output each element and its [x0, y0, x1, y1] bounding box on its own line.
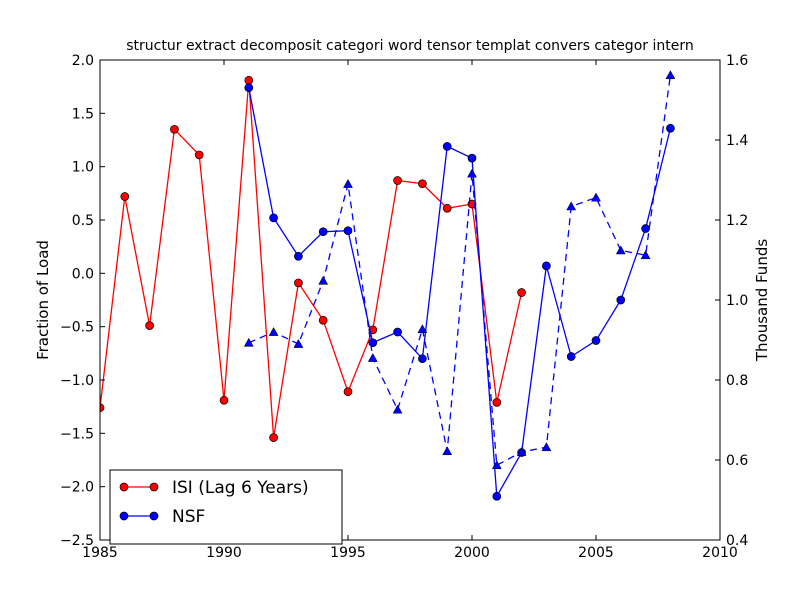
series-1-point [666, 123, 675, 133]
series-0-point [517, 288, 526, 297]
series-0-point [343, 387, 353, 397]
series-2-point [591, 192, 601, 202]
series-0-line [100, 80, 523, 438]
y2-tick-label: 1.4 [726, 133, 748, 149]
series-1-point [418, 354, 427, 364]
series-2-point [318, 275, 329, 285]
series-1-point [269, 213, 278, 223]
y2-tick-label: 1.0 [726, 293, 748, 309]
series-0-point [194, 150, 204, 160]
series-1-point [542, 261, 551, 271]
y2-axis-label: Thousand Funds [753, 239, 771, 362]
y-tick-label: −1.0 [60, 373, 94, 389]
y-tick-label: −1.5 [60, 426, 94, 442]
series-2-point [491, 460, 502, 470]
plot-layer: 1985 1990 1995 2000 2005 2010 −2.5 −2.0 −1.5 −1.0… [60, 53, 748, 561]
series-0-point [244, 75, 254, 85]
series-0-point [219, 395, 229, 405]
series-0-point [294, 278, 303, 288]
series-1-line [248, 87, 672, 499]
series-1-point [566, 352, 576, 361]
series-0-point [120, 192, 130, 201]
x-tick-label: 1990 [206, 545, 242, 561]
y-tick-label: 0.5 [72, 213, 94, 229]
series-1-point [343, 226, 353, 236]
legend-marker [119, 511, 129, 521]
y2-tick-label: 0.4 [726, 533, 748, 549]
series-2-line [248, 75, 672, 467]
x-tick-label: 1995 [330, 545, 366, 561]
series-1-point [318, 227, 328, 237]
series-1-point [492, 491, 502, 501]
y2-tick-label: 0.6 [726, 453, 748, 469]
x-tick-label: 1985 [82, 545, 118, 561]
series-2-point [541, 442, 552, 452]
series-2-point [467, 168, 477, 178]
series-1-point [616, 295, 626, 305]
y-tick-label: −2.0 [60, 480, 94, 496]
series-2-point [615, 245, 626, 255]
series-2-point [343, 178, 353, 188]
series-0-point [318, 315, 328, 325]
series-1-point [591, 336, 601, 345]
legend-label: ISI (Lag 6 Years) [172, 478, 309, 498]
series-2-point [442, 446, 453, 456]
y2-tick-label: 1.2 [726, 213, 748, 229]
series-1-point [641, 224, 650, 233]
series-0-point [145, 321, 154, 330]
y2-tick-label: 0.8 [726, 373, 748, 389]
x-tick-label: 2005 [578, 545, 614, 561]
legend-marker [149, 482, 159, 492]
y-tick-label: 0.0 [72, 266, 94, 282]
series-1-point [368, 338, 378, 348]
series-0-point [442, 203, 452, 213]
legend-marker [119, 482, 129, 492]
x-tick-label: 2010 [702, 545, 738, 561]
series-1-point [294, 251, 303, 261]
series-2-point [367, 352, 378, 362]
y-tick-label: 1.0 [72, 160, 94, 176]
series-2-point [566, 201, 577, 211]
legend-marker [149, 511, 159, 521]
y-axis-label: Fraction of Load [34, 240, 52, 360]
plot-frame [99, 59, 721, 541]
series-2-point [516, 446, 527, 456]
series-1-point [442, 142, 452, 151]
series-2-point [268, 326, 279, 336]
x-tick-label: 2000 [454, 545, 490, 561]
series-0-point [100, 403, 105, 413]
series-2-point [243, 337, 254, 347]
series-1-point [467, 153, 477, 163]
series-2-point [293, 338, 304, 348]
series-2-point [392, 404, 403, 414]
data-layer [100, 70, 676, 501]
y-tick-label: −0.5 [60, 320, 94, 336]
legend-label: NSF [172, 507, 205, 527]
series-0-point [492, 398, 502, 407]
series-0-point [269, 433, 278, 442]
series-0-point [393, 176, 402, 185]
series-1-point [244, 83, 254, 93]
legend: ISI (Lag 6 Years) NSF [109, 469, 343, 545]
y-tick-label: 2.0 [72, 53, 94, 69]
legend-box [109, 469, 343, 545]
y2-tick-label: 1.6 [726, 53, 748, 69]
y-tick-label: −2.5 [60, 533, 94, 549]
chart-title: structur extract decomposit categori wor… [126, 38, 693, 54]
series-0-point [170, 124, 179, 134]
series-2-point [640, 250, 651, 260]
series-0-point [418, 179, 427, 189]
y-tick-label: 1.5 [72, 106, 94, 122]
series-2-point [417, 324, 428, 334]
series-2-point [665, 70, 676, 80]
series-1-point [393, 327, 402, 337]
